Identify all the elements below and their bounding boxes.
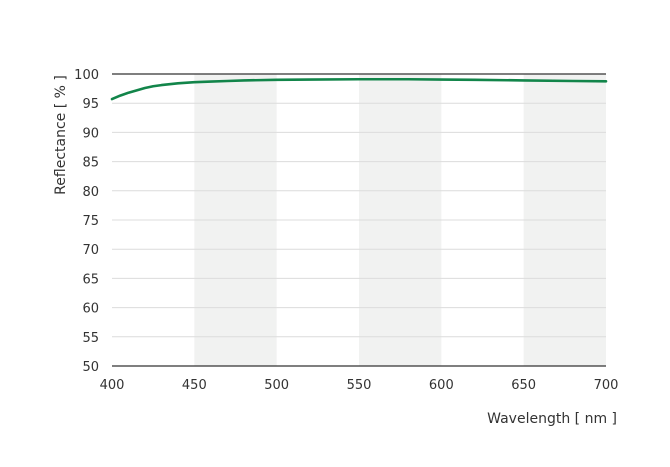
series-group <box>110 77 608 101</box>
y-tick-label: 85 <box>82 156 99 171</box>
x-tick-label: 700 <box>594 378 619 393</box>
y-axis-title: Reflectance [ % ] <box>53 75 69 195</box>
x-tick-label: 500 <box>264 378 289 393</box>
x-tick-label: 450 <box>182 378 207 393</box>
y-tick-label: 80 <box>82 185 99 200</box>
x-axis-title: Wavelength [ nm ] <box>487 411 617 427</box>
x-tick-label: 600 <box>429 378 454 393</box>
x-tick-label: 400 <box>100 378 125 393</box>
series-line <box>110 77 608 101</box>
x-tick-labels: 400 450 500 550 600 650 700 <box>100 378 619 393</box>
y-tick-label: 65 <box>82 272 99 287</box>
y-tick-label: 90 <box>82 126 99 141</box>
y-tick-labels: 50 55 60 65 70 75 80 85 90 95 100 <box>74 68 99 375</box>
axes <box>112 73 606 367</box>
y-tick-label: 95 <box>82 97 99 112</box>
y-tick-label: 70 <box>82 243 99 258</box>
grid-lines <box>112 102 606 338</box>
y-tick-label: 50 <box>82 360 99 375</box>
y-tick-label: 75 <box>82 214 99 229</box>
x-tick-label: 650 <box>511 378 536 393</box>
x-tick-label: 550 <box>347 378 372 393</box>
y-tick-label: 60 <box>82 302 99 317</box>
y-tick-label: 55 <box>82 331 99 346</box>
y-tick-label: 100 <box>74 68 99 83</box>
